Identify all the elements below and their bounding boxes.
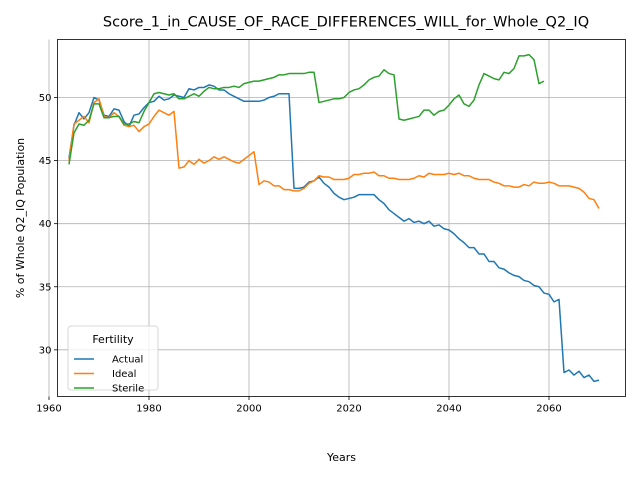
y-tick-label: 50 (39, 93, 52, 104)
x-tick-label: 1960 (36, 404, 61, 415)
series-line-sterile (68, 53, 545, 165)
x-axis-label: Years (326, 451, 356, 464)
series-line-ideal (68, 98, 600, 209)
x-tick-label: 1980 (136, 404, 161, 415)
x-tick-label: 2060 (536, 404, 561, 415)
chart-title: Score_1_in_CAUSE_OF_RACE_DIFFERENCES_WIL… (103, 15, 589, 31)
x-tick-label: 2020 (336, 404, 361, 415)
y-tick-label: 35 (39, 282, 52, 293)
series-layer (68, 53, 600, 383)
y-axis-label: % of Whole Q2_IQ Population (14, 138, 27, 298)
x-tick-label: 2000 (236, 404, 261, 415)
series-line-actual (68, 84, 600, 383)
legend-label-sterile: Sterile (112, 384, 144, 395)
y-tick-label: 40 (39, 219, 52, 230)
legend-title: Fertility (92, 333, 134, 346)
legend-label-ideal: Ideal (112, 369, 136, 380)
y-tick-label: 30 (39, 345, 52, 356)
legend-entries: Actual Ideal Sterile (74, 355, 144, 395)
plot-area-frame (57, 39, 626, 397)
axis-ticks: 1960 1980 2000 2020 2040 2060 30 35 40 45 50 (36, 93, 561, 414)
x-tick-label: 2040 (436, 404, 461, 415)
y-tick-label: 45 (39, 156, 52, 167)
legend: Fertility Actual Ideal Sterile (67, 325, 159, 395)
legend-label-actual: Actual (112, 355, 143, 366)
